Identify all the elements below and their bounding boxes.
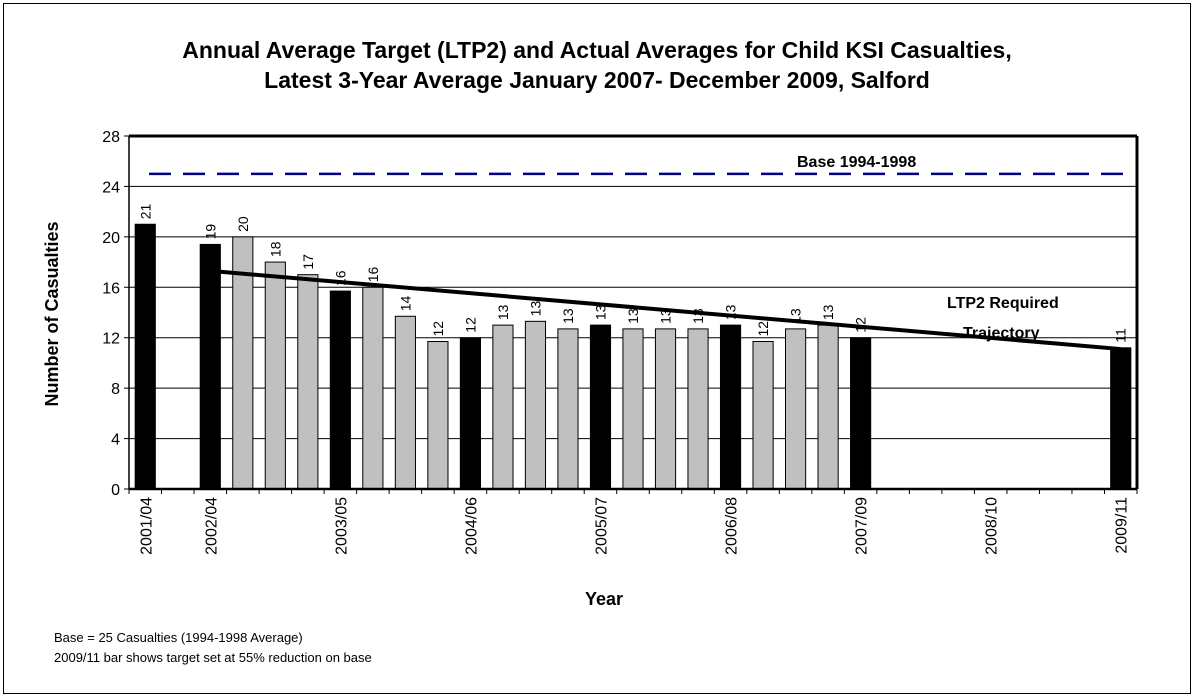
bar [752,340,774,490]
bar [557,328,579,490]
data-labels: 21 19 20 18 17 16 16 14 12 12 13 13 13 13 13 13 13 13 12 13… [137,203,1128,342]
bar [524,320,547,490]
trajectory-label-line-2: Trajectory [963,325,1040,342]
data-label: 13 [625,308,641,324]
x-tick-label: 2005/07 [593,497,610,555]
bar [297,274,319,490]
y-tick-label: 0 [111,482,120,499]
x-tick-label: 2001/04 [138,497,155,555]
chart-title-line-2: Latest 3-Year Average January 2007- Dece… [264,67,930,93]
bar [492,324,514,490]
note-base: Base = 25 Casualties (1994-1998 Average) [54,630,303,645]
y-tick-label: 20 [102,230,120,247]
bar [362,286,384,490]
y-tick-label: 24 [102,179,120,196]
data-label: 17 [300,254,316,270]
data-label: 16 [365,266,381,282]
y-tick-label: 12 [102,331,120,348]
data-label: 13 [658,308,674,324]
x-tick-label: 2004/06 [463,497,480,555]
data-label: 12 [462,317,478,333]
x-tick-label: 2009/11 [1114,497,1131,554]
x-tick-label: 2002/04 [203,497,220,555]
data-label: 13 [820,304,836,320]
bar [850,337,872,490]
y-axis-label: Number of Casualties [42,221,62,406]
data-label: 14 [397,295,413,311]
note-target: 2009/11 bar shows target set at 55% redu… [54,650,372,665]
data-label: 12 [755,321,771,337]
bar [329,290,351,490]
data-label: 20 [235,216,251,232]
x-tick-label: 2008/10 [984,497,1001,555]
x-axis-label: Year [585,589,623,609]
data-label: 18 [267,241,283,257]
chart-title-line-1: Annual Average Target (LTP2) and Actual … [182,37,1011,63]
x-tick-label: 2007/09 [854,497,871,555]
bar [719,324,742,490]
trajectory-label-line-1: LTP2 Required [947,295,1059,312]
chart-frame: Annual Average Target (LTP2) and Actual … [3,3,1191,694]
bar [134,223,156,490]
y-tick-label: 4 [111,432,120,449]
bar [1110,347,1132,490]
base-line-label: Base 1994-1998 [797,154,916,171]
data-label: 21 [137,203,153,219]
data-label: 13 [495,304,511,320]
data-label: 13 [560,308,576,324]
bar [817,324,839,490]
axes: 0 4 8 12 16 20 24 28 2001/04 2002/04 2003/05 2004/0… [102,129,1139,555]
data-label: 13 [527,301,543,317]
bar [394,315,416,490]
bar [622,328,644,490]
data-label: 13 [690,308,706,324]
data-label: 13 [723,304,739,320]
data-label: 19 [202,224,218,240]
bar [687,328,709,490]
bar [654,328,677,490]
bar [427,340,449,490]
data-label: 16 [332,270,348,286]
data-label: 13 [788,308,804,324]
x-tick-label: 2003/05 [333,497,350,555]
data-label: 12 [853,317,869,333]
bar [785,328,807,490]
bars [134,223,1132,490]
data-label: 13 [592,304,608,320]
bar [589,324,612,490]
y-tick-label: 28 [102,129,120,146]
trajectory-line [210,268,1121,352]
bar [199,243,221,490]
data-label: 12 [430,321,446,337]
chart-svg: Annual Average Target (LTP2) and Actual … [42,37,1139,609]
data-label: 11 [1113,328,1129,343]
reference-lines [149,172,1127,352]
x-tick-label: 2006/08 [724,497,741,555]
bar [459,337,481,490]
y-tick-label: 16 [102,280,120,297]
bar [264,261,286,490]
y-tick-label: 8 [111,381,120,398]
